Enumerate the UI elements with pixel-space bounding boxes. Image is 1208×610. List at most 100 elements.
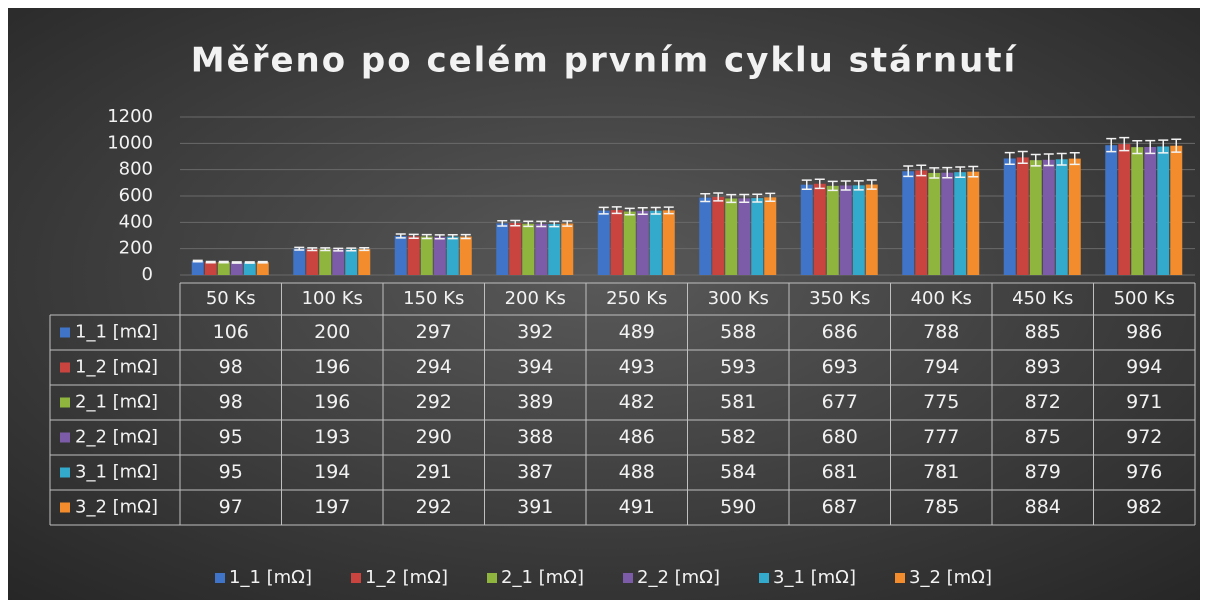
- legend-key: [60, 467, 70, 478]
- table-cell: 986: [1126, 321, 1162, 343]
- error-bar: [1106, 137, 1117, 153]
- error-bar: [713, 192, 724, 202]
- y-tick-label: 200: [119, 238, 153, 259]
- bar: [928, 172, 941, 275]
- legend-key: [351, 573, 361, 583]
- bar: [535, 223, 548, 275]
- bar: [1131, 147, 1144, 275]
- table-cell: 879: [1025, 461, 1061, 483]
- error-bar: [700, 192, 711, 203]
- bar: [1170, 145, 1183, 275]
- bar: [243, 262, 256, 275]
- error-bar: [663, 206, 674, 215]
- bar: [1068, 158, 1081, 275]
- bar: [1042, 159, 1055, 275]
- bar: [420, 236, 433, 275]
- error-bar: [1145, 139, 1156, 155]
- bar: [1003, 158, 1016, 275]
- bar: [738, 198, 751, 275]
- table-cell: 196: [314, 391, 350, 413]
- table-cell: 593: [720, 356, 756, 378]
- error-bar: [866, 179, 877, 190]
- y-tick-label: 0: [142, 264, 153, 285]
- table-cell: 392: [517, 321, 553, 343]
- table-cell: 394: [517, 356, 553, 378]
- bar: [345, 249, 358, 275]
- error-bar: [752, 193, 763, 203]
- error-bar: [192, 259, 203, 263]
- bar: [293, 248, 306, 275]
- table-cell: 581: [720, 391, 756, 413]
- table-cell: 106: [213, 321, 249, 343]
- error-bar: [1056, 152, 1067, 166]
- table-cell: 794: [923, 356, 959, 378]
- table-cell: 294: [416, 356, 452, 378]
- bar: [699, 197, 712, 275]
- bar: [548, 224, 561, 275]
- table-cell: 290: [416, 426, 452, 448]
- bar: [230, 262, 243, 275]
- legend-key: [60, 397, 70, 408]
- table-cell: 875: [1025, 426, 1061, 448]
- error-bar: [460, 233, 471, 240]
- bar: [332, 249, 345, 275]
- table-cell: 582: [720, 426, 756, 448]
- table-cell: 788: [923, 321, 959, 343]
- bar: [496, 223, 509, 275]
- x-tick-label: 350 Ks: [809, 288, 870, 309]
- bar: [800, 184, 813, 275]
- legend-label: 1_2 [mΩ]: [365, 567, 448, 588]
- table-cell: 994: [1126, 356, 1162, 378]
- table-cell: 680: [822, 426, 858, 448]
- table-row-label: 1_1 [mΩ]: [75, 322, 158, 343]
- error-bar: [1043, 153, 1054, 167]
- table-cell: 486: [619, 426, 655, 448]
- bar: [623, 211, 636, 275]
- error-bar: [598, 206, 609, 215]
- table-cell: 590: [720, 496, 756, 518]
- x-tick-label: 150 Ks: [403, 288, 464, 309]
- table-cell: 389: [517, 391, 553, 413]
- error-bar: [536, 220, 547, 228]
- error-bar: [562, 220, 573, 227]
- table-cell: 893: [1025, 356, 1061, 378]
- bar: [191, 261, 204, 275]
- bar: [1016, 157, 1029, 275]
- table-cell: 972: [1126, 426, 1162, 448]
- table-cell: 488: [619, 461, 655, 483]
- error-bar: [447, 234, 458, 240]
- bar: [902, 171, 915, 275]
- bar: [649, 210, 662, 275]
- legend-label: 2_2 [mΩ]: [637, 567, 720, 588]
- table-cell: 194: [314, 461, 350, 483]
- error-bar: [408, 233, 419, 239]
- legend-key: [759, 573, 769, 583]
- error-bar: [1004, 151, 1015, 166]
- bar: [459, 236, 472, 275]
- table-cell: 884: [1025, 496, 1061, 518]
- error-bar: [395, 233, 406, 239]
- legend-key: [623, 573, 633, 583]
- bar: [394, 235, 407, 275]
- x-tick-label: 300 Ks: [708, 288, 769, 309]
- bar: [915, 170, 928, 275]
- table-cell: 97: [219, 496, 243, 518]
- x-tick-label: 100 Ks: [302, 288, 363, 309]
- table-cell: 98: [219, 356, 243, 378]
- table-cell: 777: [923, 426, 959, 448]
- error-bar: [294, 246, 305, 251]
- error-bar: [421, 233, 432, 240]
- error-bar: [549, 220, 560, 228]
- error-bar: [853, 180, 864, 191]
- error-bar: [510, 219, 521, 227]
- bar: [1029, 160, 1042, 275]
- error-bar: [1132, 140, 1143, 155]
- legend-key: [895, 573, 905, 583]
- bar: [712, 196, 725, 275]
- bar: [597, 210, 610, 275]
- bar: [1118, 144, 1131, 275]
- legend-label: 2_1 [mΩ]: [501, 567, 584, 588]
- table-cell: 387: [517, 461, 553, 483]
- error-bar: [801, 179, 812, 190]
